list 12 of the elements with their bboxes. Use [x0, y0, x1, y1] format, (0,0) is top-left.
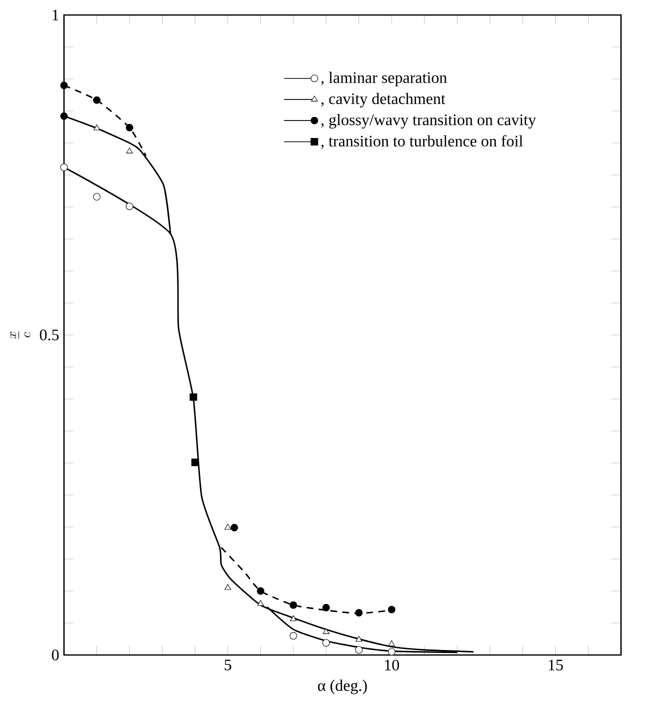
x-tick-label: 15 [548, 660, 563, 670]
legend-label: , transition to turbulence on foil [321, 135, 523, 149]
legend-label: , laminar separation [321, 72, 447, 86]
y-tick-label: 0.5 [40, 330, 59, 340]
x-axis-title: α (deg.) [318, 680, 367, 694]
legend-label: , cavity detachment [321, 92, 446, 108]
y-axis-title: $\frac{x}{c}$ [10, 331, 30, 339]
legend-label: , glossy/wavy transition on cavity [321, 114, 536, 129]
x-tick-label: 10 [385, 660, 400, 670]
x-tick-label: 5 [224, 660, 232, 670]
y-tick-label: 0 [52, 650, 59, 660]
y-tick-label: 1 [52, 10, 58, 20]
